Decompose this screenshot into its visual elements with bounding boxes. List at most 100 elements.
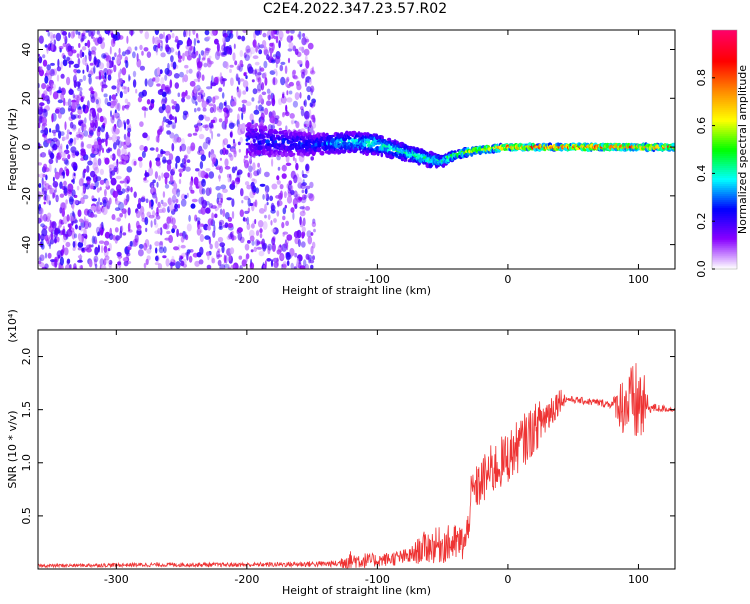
colorbar-swatch	[712, 245, 737, 248]
colorbar-swatch	[712, 133, 737, 137]
colorbar-swatch	[712, 255, 737, 258]
colorbar-tick-label: 0.2	[695, 212, 708, 230]
colorbar-swatch	[712, 211, 737, 214]
colorbar-swatch	[712, 51, 737, 55]
colorbar-swatch	[712, 159, 737, 163]
colorbar-swatch	[712, 41, 737, 45]
colorbar-swatch	[712, 37, 737, 41]
colorbar-swatch	[712, 181, 737, 184]
colorbar-swatch	[712, 247, 737, 250]
colorbar-tick-label: 0.0	[695, 260, 708, 278]
colorbar-swatch	[712, 265, 737, 268]
colorbar-swatch	[712, 131, 737, 135]
y-tick-label: 20	[20, 91, 33, 105]
y-tick-label: -40	[20, 236, 33, 254]
colorbar-frame	[711, 29, 738, 270]
colorbar-swatch	[712, 109, 737, 113]
colorbar-swatch	[712, 89, 737, 93]
colorbar-swatch	[712, 189, 737, 192]
colorbar-swatch	[712, 219, 737, 222]
spectrogram-frame	[37, 29, 676, 270]
x-tick-label: -100	[365, 573, 390, 586]
colorbar-swatch	[712, 57, 737, 61]
colorbar-swatch	[712, 99, 737, 103]
colorbar-tick-label: 0.8	[695, 69, 708, 87]
y-tick-label: 1.5	[20, 401, 33, 419]
y-tick-label: 0	[20, 144, 33, 151]
colorbar-swatch	[712, 213, 737, 216]
colorbar-swatch	[712, 101, 737, 105]
colorbar-swatch	[712, 151, 737, 155]
colorbar-swatch	[712, 229, 737, 232]
colorbar-swatch	[712, 63, 737, 67]
colorbar-swatch	[712, 223, 737, 226]
x-tick-label: -200	[234, 273, 259, 286]
colorbar-swatch	[712, 31, 737, 35]
colorbar-swatch	[712, 127, 737, 131]
colorbar-swatch	[712, 253, 737, 256]
colorbar-swatch	[712, 165, 737, 169]
colorbar-swatch	[712, 177, 737, 180]
colorbar-swatch	[712, 125, 737, 129]
colorbar-swatch	[712, 45, 737, 49]
x-tick-label: -100	[365, 273, 390, 286]
colorbar-swatch	[712, 167, 737, 171]
colorbar-swatch	[712, 43, 737, 47]
colorbar-swatch	[712, 175, 737, 178]
colorbar-tick-label: 0.4	[695, 165, 708, 183]
colorbar-swatch	[712, 59, 737, 63]
colorbar-swatch	[712, 55, 737, 59]
colorbar-swatch	[712, 225, 737, 228]
colorbar-swatch	[712, 135, 737, 139]
colorbar-swatch	[712, 161, 737, 165]
colorbar-swatch	[712, 209, 737, 212]
colorbar-swatch	[712, 143, 737, 147]
colorbar-swatch	[712, 47, 737, 51]
colorbar-swatch	[712, 121, 737, 125]
x-tick-label: 100	[628, 573, 649, 586]
colorbar-swatch	[712, 111, 737, 115]
colorbar-swatch	[712, 207, 737, 210]
colorbar-swatch	[712, 267, 737, 270]
colorbar-swatch	[712, 61, 737, 65]
colorbar-swatch	[712, 179, 737, 182]
y-axis-label: Frequency (Hz)	[6, 108, 19, 191]
colorbar-swatch	[712, 231, 737, 234]
colorbar-swatch	[712, 75, 737, 79]
colorbar-swatch	[712, 67, 737, 71]
y-tick-label: 1.0	[20, 454, 33, 472]
colorbar-swatch	[712, 153, 737, 157]
colorbar-swatch	[712, 249, 737, 252]
colorbar-swatch	[712, 155, 737, 159]
colorbar-swatch	[712, 233, 737, 236]
colorbar-swatch	[712, 215, 737, 218]
y-tick-label: 0.5	[20, 507, 33, 525]
colorbar-swatch	[712, 113, 737, 117]
colorbar-swatch	[712, 243, 737, 246]
colorbar-tick-label: 0.6	[695, 117, 708, 135]
colorbar-swatch	[712, 221, 737, 224]
colorbar-swatch	[712, 259, 737, 262]
colorbar-swatch	[712, 183, 737, 186]
colorbar-swatch	[712, 195, 737, 198]
y-tick-label: 40	[20, 43, 33, 57]
colorbar-swatch	[712, 163, 737, 167]
colorbar-swatch	[712, 197, 737, 200]
colorbar-swatch	[712, 107, 737, 111]
colorbar-swatch	[712, 123, 737, 127]
colorbar-swatch	[712, 65, 737, 69]
colorbar-swatch	[712, 199, 737, 202]
colorbar-swatch	[712, 73, 737, 77]
colorbar-swatch	[712, 103, 737, 107]
colorbar-swatch	[712, 69, 737, 73]
colorbar-swatch	[712, 53, 737, 57]
colorbar-swatch	[712, 49, 737, 53]
x-tick-label: 0	[504, 273, 511, 286]
colorbar-swatch	[712, 95, 737, 99]
colorbar-swatch	[712, 227, 737, 230]
colorbar-swatch	[712, 117, 737, 121]
colorbar-swatch	[712, 171, 737, 174]
colorbar-swatch	[712, 257, 737, 260]
y-tick-label: -20	[20, 187, 33, 205]
